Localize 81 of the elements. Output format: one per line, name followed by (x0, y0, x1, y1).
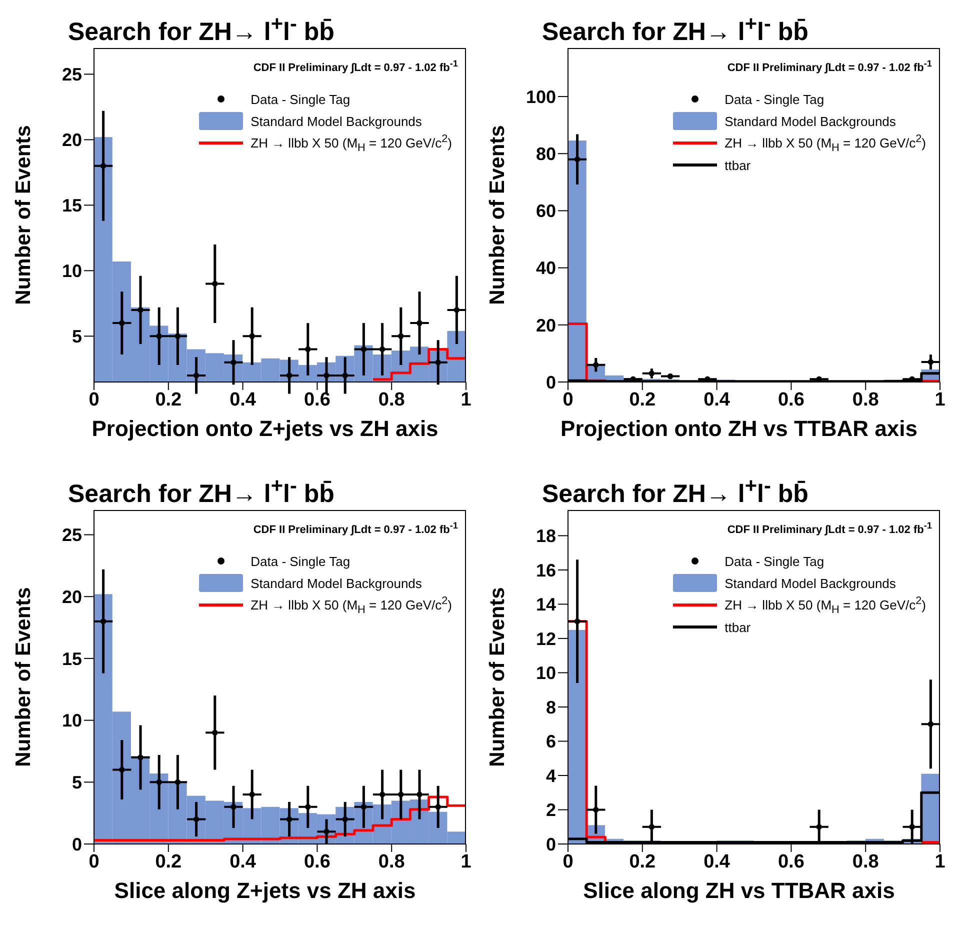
x-tick-label: 0.8 (852, 851, 879, 872)
legend-label: ttbar (724, 158, 751, 172)
legend-label: Data - Single Tag (250, 554, 350, 568)
x-tick-label: 0.4 (230, 389, 256, 410)
y-tick-label: 15 (62, 648, 82, 669)
annotation: CDF II Preliminary ∫Ldt = 0.97 - 1.02 fb$^{-1}$ (253, 58, 458, 74)
annotation: CDF II Preliminary ∫Ldt = 0.97 - 1.02 fb$^{-1}$ (253, 520, 458, 536)
legend-label: Data - Single Tag (250, 92, 350, 106)
x-tick-label: 0.4 (704, 389, 730, 410)
x-tick-label: 0.6 (304, 389, 330, 410)
x-tick-label: 0.8 (378, 389, 405, 410)
legend-label: ZH → llbb X 50 (M$_{H}$ = 120 GeV/c$^{2}$) (250, 132, 452, 154)
x-tick-label: 0 (88, 851, 100, 872)
x-axis-title: Projection onto Z+jets vs ZH axis (92, 416, 438, 441)
annotation: CDF II Preliminary ∫Ldt = 0.97 - 1.02 fb$^{-1}$ (727, 58, 932, 74)
y-tick-label: 80 (536, 144, 556, 164)
legend-label: ttbar (724, 620, 751, 634)
chart-title: Search for ZH→ l$^{+}$l$^{-}$ bb̄ (542, 475, 808, 508)
chart-title: Search for ZH→ l$^{+}$l$^{-}$ bb̄ (68, 13, 334, 46)
x-tick-label: 0.2 (155, 851, 182, 872)
y-tick-label: 10 (62, 261, 82, 282)
y-tick-label: 0 (72, 834, 82, 854)
x-axis-title: Slice along ZH vs TTBAR axis (583, 878, 895, 903)
x-tick-label: 1 (460, 389, 472, 410)
y-tick-label: 2 (546, 800, 556, 820)
x-tick-label: 0.4 (230, 851, 256, 872)
y-tick-label: 12 (536, 628, 556, 649)
y-axis-title: Number of Events (486, 125, 509, 305)
legend-label: Data - Single Tag (724, 92, 824, 106)
x-tick-label: 1 (460, 851, 472, 872)
x-tick-label: 0.2 (155, 389, 182, 410)
y-tick-label: 5 (72, 326, 82, 347)
y-tick-label: 100 (526, 86, 556, 107)
chart-title: Search for ZH→ l$^{+}$l$^{-}$ bb̄ (542, 13, 808, 46)
y-tick-label: 6 (546, 732, 556, 752)
y-tick-label: 4 (546, 766, 556, 786)
y-tick-label: 10 (62, 710, 82, 731)
y-tick-label: 15 (62, 196, 82, 216)
x-tick-label: 1 (934, 389, 946, 410)
legend-label: Standard Model Backgrounds (250, 114, 422, 128)
y-tick-label: 5 (72, 772, 82, 793)
legend-label: Data - Single Tag (724, 554, 824, 568)
legend-label: ZH → llbb X 50 (M$_{H}$ = 120 GeV/c$^{2}$) (724, 594, 926, 616)
x-tick-label: 0.6 (778, 851, 804, 872)
y-tick-label: 14 (536, 594, 556, 615)
legend-label: Standard Model Backgrounds (724, 114, 896, 128)
y-tick-label: 10 (536, 663, 556, 684)
x-tick-label: 0.6 (304, 851, 330, 872)
legend-label: Standard Model Backgrounds (250, 576, 422, 590)
x-axis-title: Slice along Z+jets vs ZH axis (114, 878, 416, 903)
x-tick-label: 0.8 (852, 389, 879, 410)
y-axis-title: Number of Events (12, 587, 35, 767)
y-axis-title: Number of Events (12, 125, 35, 305)
y-tick-label: 20 (536, 315, 556, 336)
y-tick-label: 25 (62, 525, 82, 546)
x-tick-label: 0 (88, 389, 100, 410)
annotation: CDF II Preliminary ∫Ldt = 0.97 - 1.02 fb$^{-1}$ (727, 520, 932, 536)
y-tick-label: 16 (536, 560, 556, 580)
x-tick-label: 0.8 (378, 851, 405, 872)
legend-label: Standard Model Backgrounds (724, 576, 896, 590)
x-tick-label: 0 (562, 851, 574, 872)
x-tick-label: 0.2 (629, 389, 656, 410)
x-tick-label: 0.2 (629, 851, 656, 872)
y-tick-label: 60 (536, 201, 556, 222)
y-tick-label: 20 (62, 130, 82, 150)
x-tick-label: 0 (562, 389, 574, 410)
x-tick-label: 1 (934, 851, 946, 872)
y-tick-label: 8 (546, 697, 556, 718)
x-tick-label: 0.4 (704, 851, 730, 872)
y-tick-label: 40 (536, 258, 556, 278)
x-tick-label: 0.6 (778, 389, 804, 410)
chart-title: Search for ZH→ l$^{+}$l$^{-}$ bb̄ (68, 475, 334, 508)
x-axis-title: Projection onto ZH vs TTBAR axis (560, 416, 918, 441)
y-tick-label: 20 (62, 586, 82, 607)
legend-label: ZH → llbb X 50 (M$_{H}$ = 120 GeV/c$^{2}$) (724, 132, 926, 154)
y-tick-label: 0 (546, 372, 556, 392)
y-axis-title: Number of Events (486, 587, 509, 767)
legend-label: ZH → llbb X 50 (M$_{H}$ = 120 GeV/c$^{2}$) (250, 594, 452, 616)
y-tick-label: 18 (536, 526, 556, 546)
y-tick-label: 25 (62, 64, 82, 85)
y-tick-label: 0 (546, 834, 556, 854)
